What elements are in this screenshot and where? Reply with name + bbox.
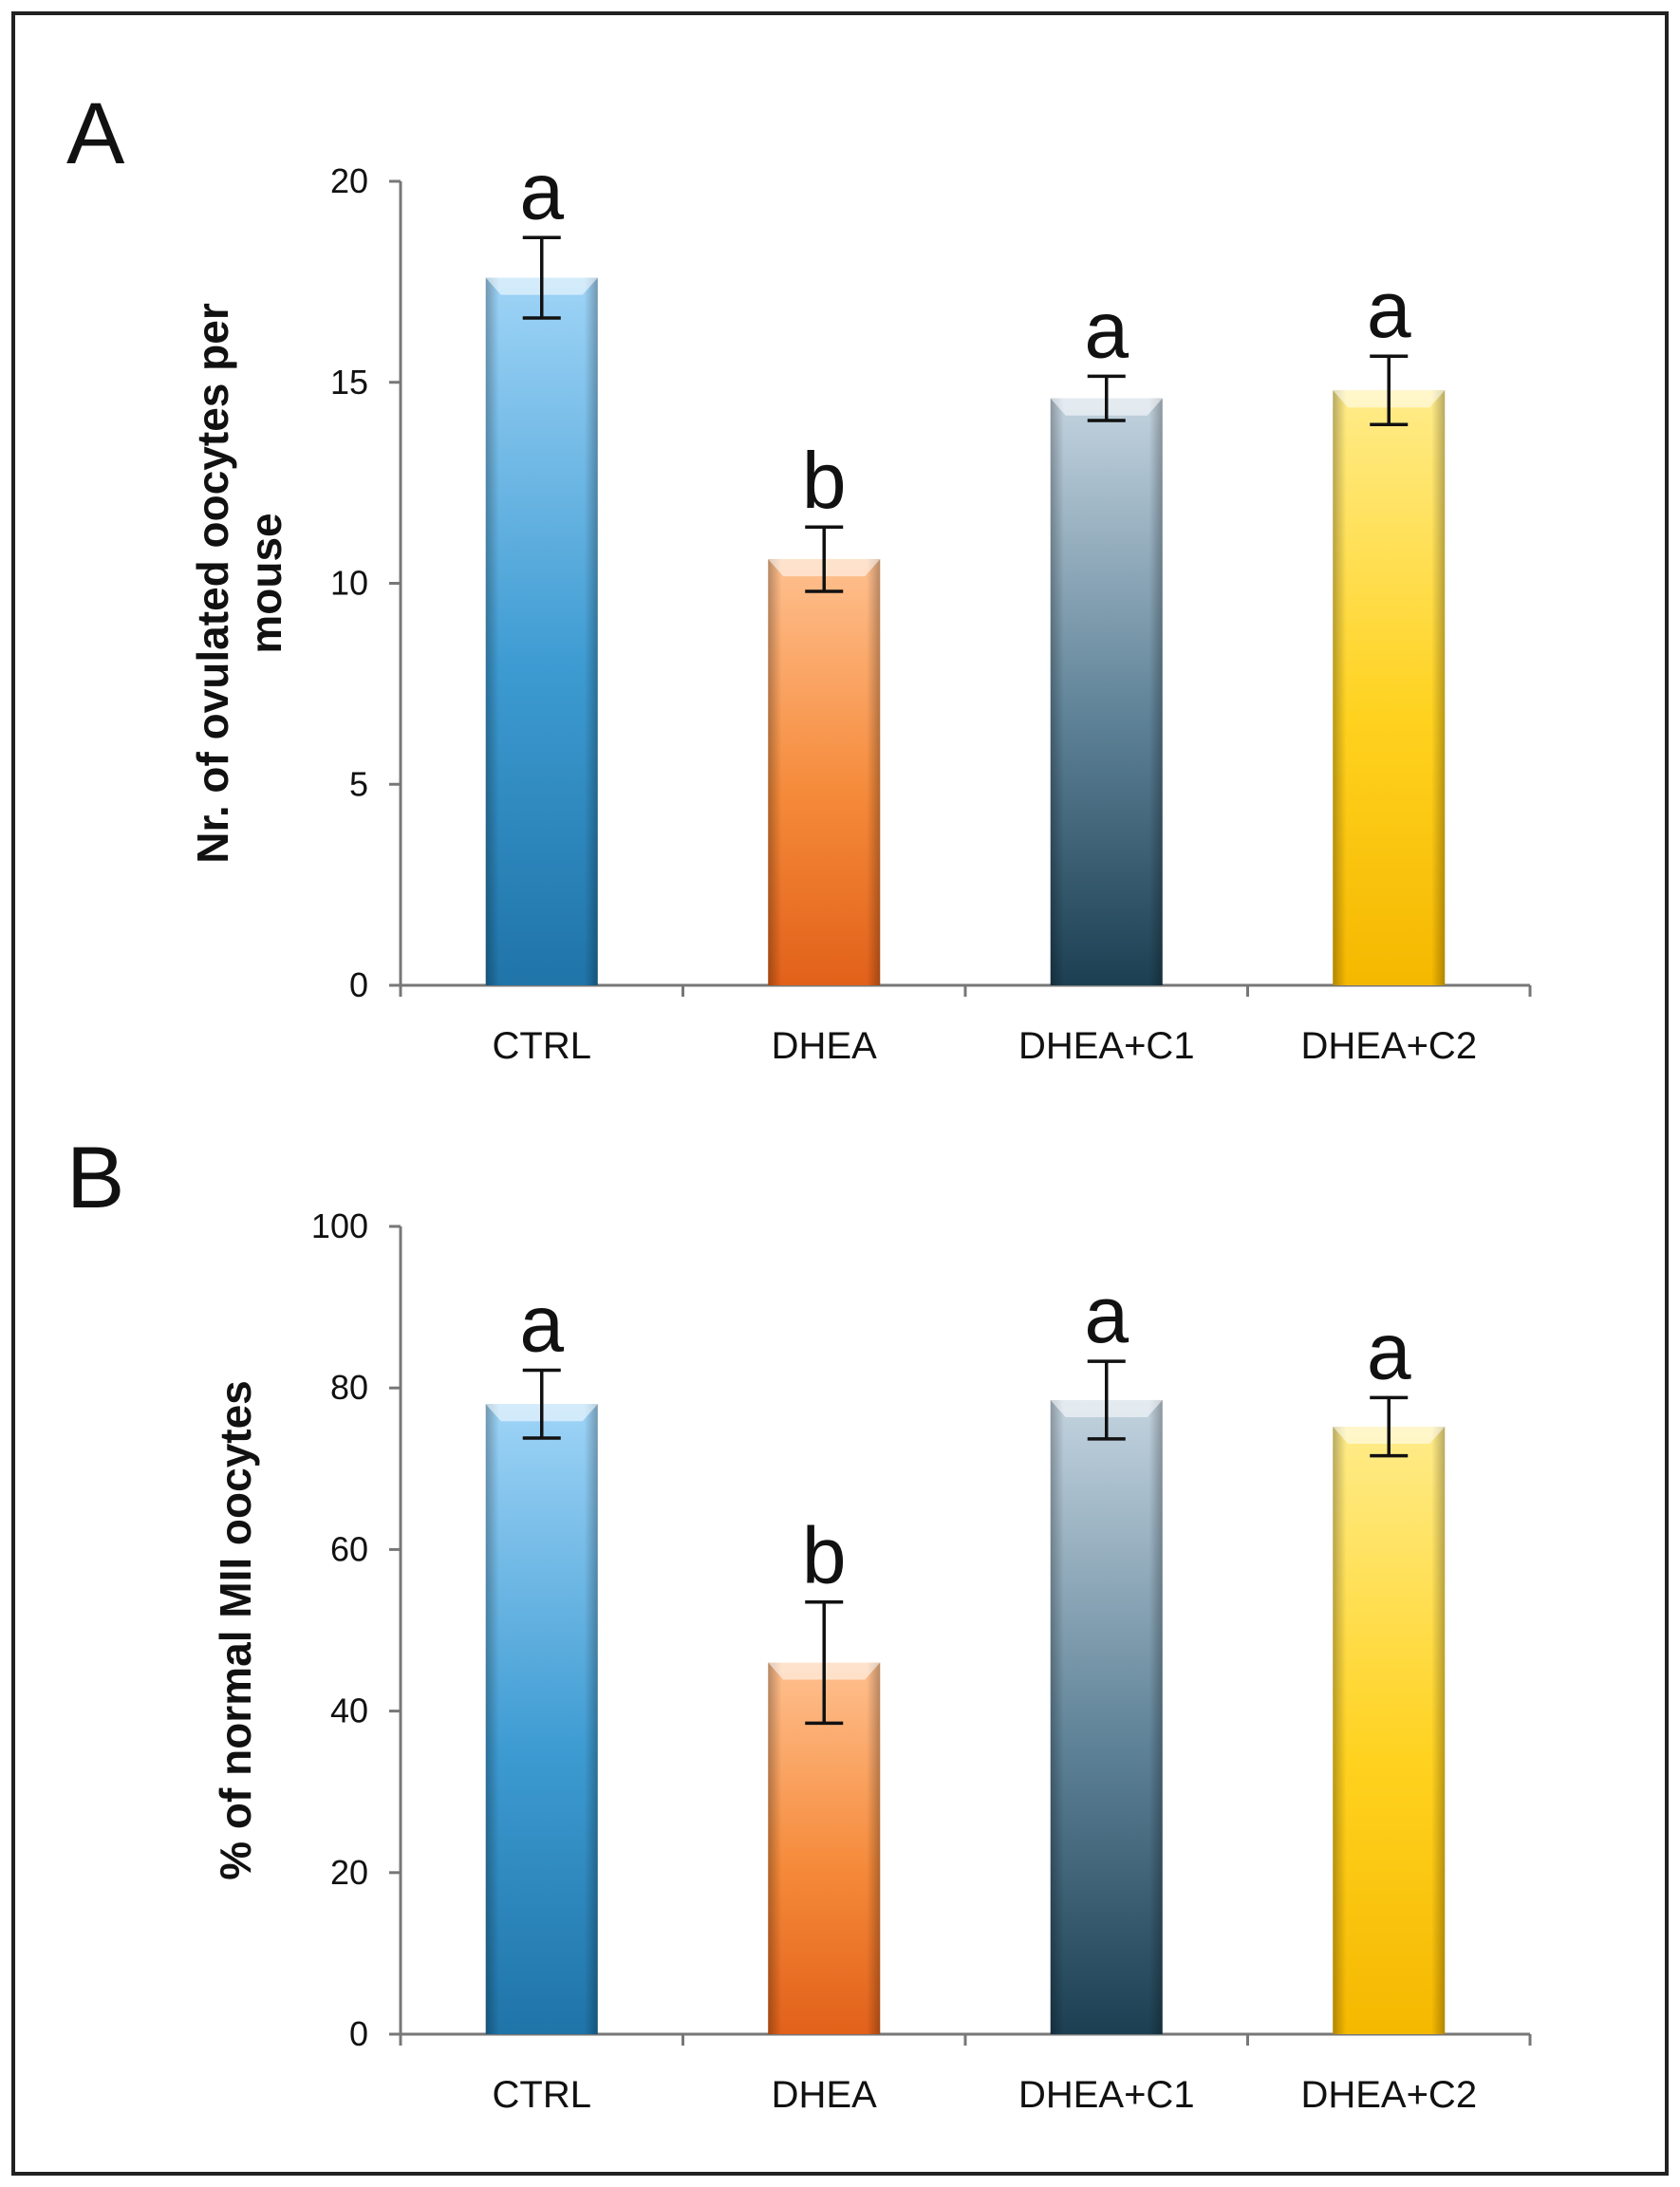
panel-a-category-label-c2: DHEA+C2 [1300,1025,1477,1067]
panel-a-error-bar-dhea [805,525,844,593]
panel-b-bar-shade-ctrl [485,1404,598,2034]
panel-a-y-tick-label: 10 [330,564,368,603]
panel-b-error-bar-dhea [805,1599,844,1726]
panel-b-significance-dhea: b [802,1511,847,1600]
panel-a-bar-shade-c2 [1333,390,1446,986]
panel-a-error-bar-c1 [1087,374,1126,422]
panel-b-category-label-dhea: DHEA [772,2074,877,2116]
panel-b-y-tick-label: 20 [330,1853,368,1892]
panel-b-category-label-ctrl: CTRL [493,2074,591,2116]
panel-a-y-tick-label: 5 [349,764,368,803]
panel-a-significance-c2: a [1367,265,1411,354]
panel-a-y-tick-label: 15 [330,363,368,402]
panel-a-significance-dhea: b [802,436,847,525]
panel-a-chart: 0 5 10 15 20 Nr. of ovulated oocytes permouse… [188,146,1532,1067]
panel-b-significance-c1: a [1084,1270,1129,1359]
panel-a-category-label-dhea: DHEA [772,1025,877,1067]
panel-b-y-axis-label: % of normal MII oocytes [211,1380,260,1880]
panel-b-y-tick-label: 100 [311,1206,368,1245]
panel-b-bar-shade-c2 [1333,1427,1446,2034]
panel-a-category-label-c1: DHEA+C1 [1018,1025,1195,1067]
panel-b-error-bar-c2 [1370,1395,1409,1458]
panel-a-significance-c1: a [1084,285,1129,374]
panel-b-y-tick-label: 0 [349,2014,368,2053]
panel-b-y-tick-label: 40 [330,1692,368,1730]
panel-a-error-bar-c2 [1370,354,1409,426]
panel-a-y-tick-label: 20 [330,161,368,200]
panel-b-error-bar-ctrl [522,1368,561,1440]
panel-a-significance-ctrl: a [519,146,564,235]
panel-a-error-bar-ctrl [522,235,561,320]
panel-b-error-bar-c1 [1087,1359,1126,1441]
panel-b-y-tick-label: 80 [330,1368,368,1407]
panel-label-a: A [66,85,125,182]
panel-a-y-axis-label: Nr. of ovulated oocytes permouse [188,303,290,864]
panel-b-category-label-c1: DHEA+C1 [1018,2074,1195,2116]
panel-b-significance-ctrl: a [519,1279,564,1368]
panel-a-y-tick-label: 0 [349,965,368,1004]
panel-a-bar-shade-c1 [1050,398,1163,985]
panel-b-significance-c2: a [1367,1306,1411,1395]
panel-a-bar-shade-dhea [768,559,881,985]
panel-b-y-tick-label: 60 [330,1529,368,1568]
panel-b-category-label-c2: DHEA+C2 [1300,2074,1477,2116]
panel-a-bar-shade-ctrl [485,277,598,985]
panel-a-category-label-ctrl: CTRL [493,1025,591,1067]
panel-b-chart: 0 20 40 60 80 100 % of normal MII oocytes a CTRL… [211,1206,1532,2116]
panel-b-bar-shade-c1 [1050,1399,1163,2034]
panel-label-b: B [66,1130,124,1226]
